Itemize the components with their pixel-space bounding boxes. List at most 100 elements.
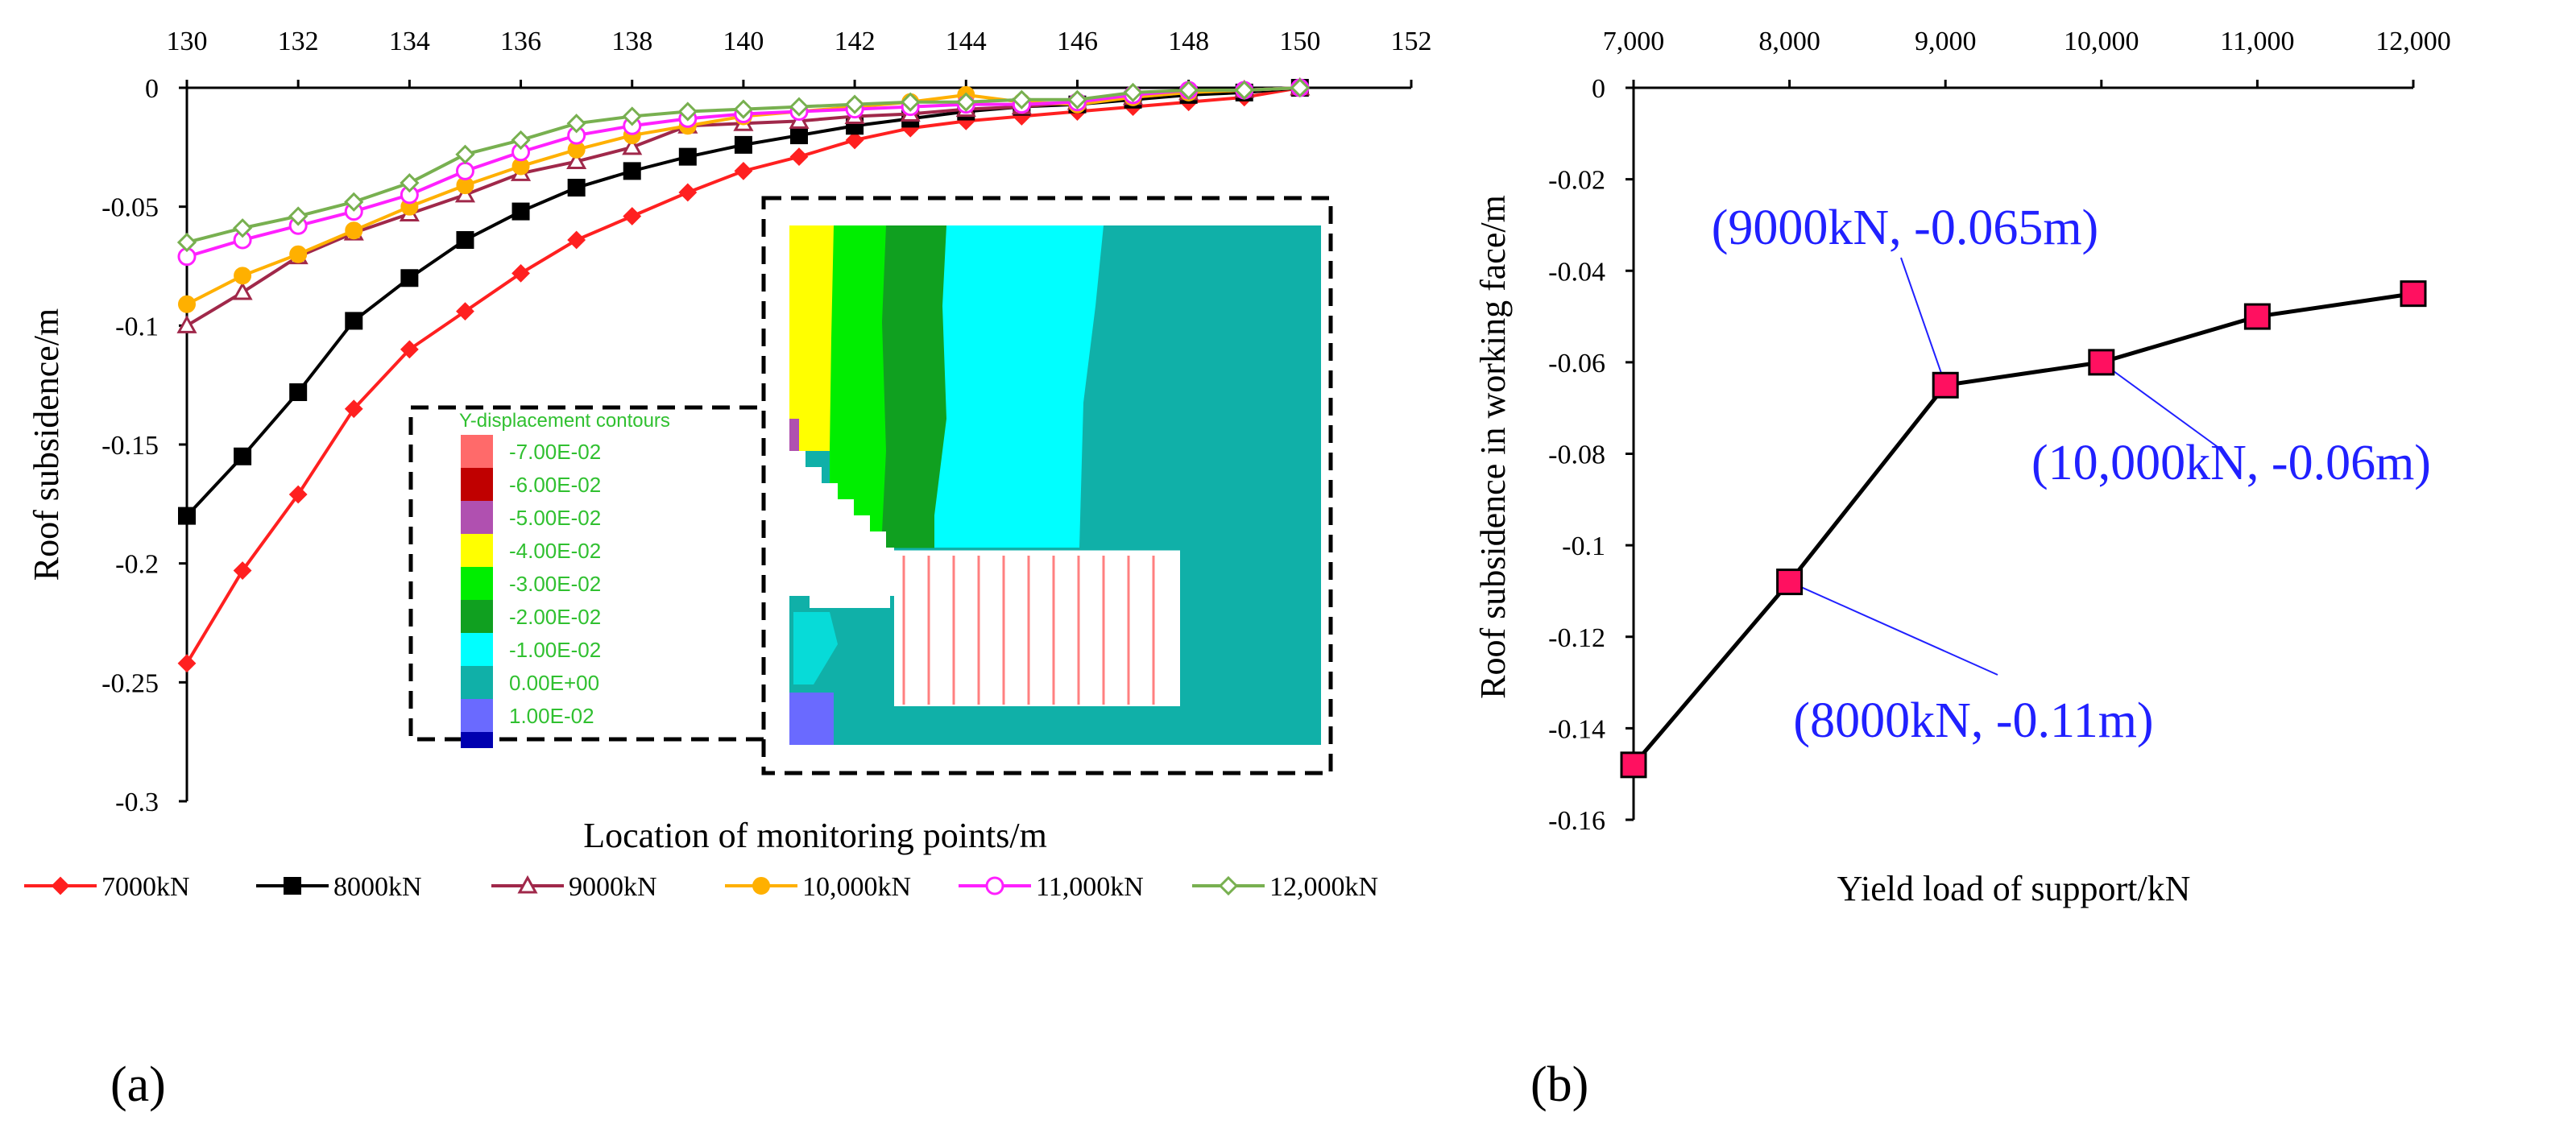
- data-point-a: [1123, 82, 1143, 103]
- y-tick-label-b: -0.04: [1548, 257, 1605, 287]
- x-tick-label-a: 152: [1391, 27, 1432, 56]
- gob-cyan-zone: [793, 612, 838, 684]
- x-tick-label-a: 144: [946, 27, 987, 56]
- data-point-a: [566, 151, 587, 170]
- legend-item-a: 9000kN: [491, 872, 657, 902]
- data-point-a: [455, 144, 475, 164]
- annotation-label: (8000kN, -0.11m): [1793, 693, 2153, 748]
- contour-label: -4.00E-02: [509, 539, 601, 563]
- contour-green-zone: [830, 225, 886, 531]
- data-point-a: [844, 94, 865, 114]
- data-point-a: [234, 267, 252, 285]
- legend-marker-a: [985, 876, 1004, 895]
- contour-swatch: [461, 435, 493, 468]
- legend-item-a: 8000kN: [256, 872, 422, 902]
- contour-swatch: [461, 468, 493, 501]
- y-tick-label-b: -0.14: [1548, 714, 1605, 744]
- contour-cyan-zone: [934, 225, 1104, 548]
- y-tick-label-b: -0.02: [1548, 166, 1605, 196]
- data-point-a: [567, 179, 586, 197]
- data-point-a: [567, 230, 586, 250]
- y-tick-label-b: 0: [1592, 74, 1605, 104]
- x-axis-title-a: Location of monitoring points/m: [583, 816, 1047, 855]
- y-tick-label-a: -0.1: [115, 312, 159, 341]
- data-point-a: [623, 162, 641, 180]
- contour-swatch: [461, 633, 493, 666]
- y-tick-label-b: -0.1: [1562, 531, 1605, 561]
- data-point-a: [289, 245, 308, 263]
- contour-swatch: [461, 600, 493, 633]
- x-tick-label-a: 140: [723, 27, 764, 56]
- legend-item-a: 7000kN: [24, 872, 190, 902]
- data-point-b: [2243, 303, 2271, 330]
- annotation-b: (8000kN, -0.11m): [1789, 581, 2154, 748]
- data-point-a: [622, 106, 642, 126]
- data-point-a: [511, 202, 530, 221]
- contour-legend: -7.00E-02 -6.00E-02 -5.00E-02 -4.00E-02 -3.0…: [461, 435, 601, 748]
- data-point-a: [790, 126, 808, 145]
- gob-white-band: [810, 596, 890, 608]
- x-tick-label-a: 134: [389, 27, 430, 56]
- data-point-a: [622, 136, 643, 155]
- data-point-a: [345, 221, 363, 240]
- contour-swatch: [461, 732, 493, 748]
- data-point-a: [456, 302, 474, 321]
- data-point-b: [1620, 751, 1647, 779]
- data-point-a: [1178, 80, 1199, 101]
- legend-label-a: 11,000kN: [1036, 872, 1144, 902]
- data-point-a: [1067, 89, 1087, 110]
- data-point-a: [400, 269, 419, 287]
- inset-contour-model: -7.00E-02 -6.00E-02 -5.00E-02 -4.00E-02 -3.0…: [408, 196, 1333, 775]
- annotation-b: (10,000kN, -0.06m): [2031, 362, 2431, 490]
- y-tick-label-b: -0.08: [1548, 440, 1605, 470]
- legend-label-a: 9000kN: [569, 872, 657, 902]
- data-point-a: [901, 92, 921, 112]
- data-point-a: [234, 447, 252, 465]
- data-point-a: [677, 101, 698, 122]
- annotation-leader-line: [1789, 581, 1998, 676]
- data-point-a: [289, 383, 308, 402]
- chart-a: -7.00E-02 -6.00E-02 -5.00E-02 -4.00E-02 -3.0…: [24, 27, 1432, 902]
- data-point-a: [177, 654, 197, 673]
- excavation-steps: [789, 451, 894, 596]
- contour-legend-title: Y-displacement contours: [459, 410, 670, 432]
- y-axis-title-a: Roof subsidence/m: [27, 308, 66, 581]
- contour-dark-green-zone: [882, 225, 946, 552]
- legend-marker-a: [752, 877, 770, 895]
- contour-label: -3.00E-02: [509, 572, 601, 596]
- data-point-a: [1290, 77, 1310, 98]
- data-point-a: [232, 218, 253, 238]
- annotation-leader-line: [2101, 362, 2224, 452]
- contour-swatch: [461, 666, 493, 699]
- data-point-a: [344, 399, 363, 419]
- y-tick-label-a: -0.05: [101, 193, 159, 223]
- data-point-a: [733, 99, 754, 119]
- data-point-a: [623, 207, 642, 225]
- data-point-b: [2400, 280, 2427, 308]
- annotation-label: (9000kN, -0.065m): [1712, 201, 2098, 255]
- data-point-a: [233, 561, 252, 580]
- legend-label-a: 8000kN: [333, 872, 422, 902]
- data-point-a: [176, 232, 197, 253]
- data-point-a: [789, 147, 809, 167]
- contour-label: 0.00E+00: [509, 671, 599, 695]
- panel-label-b: (b): [1530, 1057, 1588, 1112]
- data-point-a: [956, 92, 976, 112]
- data-point-a: [288, 485, 308, 504]
- legend-label-a: 7000kN: [101, 872, 190, 902]
- legend-item-a: 11,000kN: [959, 872, 1144, 902]
- legend-label-a: 10,000kN: [802, 872, 911, 902]
- contour-purple-zone: [789, 419, 799, 451]
- x-axis-title-b: Yield load of support/kN: [1837, 869, 2191, 908]
- y-tick-label-a: -0.25: [101, 668, 159, 698]
- data-point-a: [400, 173, 420, 193]
- data-point-a: [789, 97, 810, 117]
- contour-label: -1.00E-02: [509, 638, 601, 662]
- legend-marker-a: [517, 875, 538, 894]
- chart-b: 7,000 8,000 9,000 10,000 11,000 12,000 0 -0.02 -…: [1473, 27, 2451, 908]
- x-tick-label-a: 130: [167, 27, 208, 56]
- data-point-a: [1234, 80, 1254, 101]
- y-axis-title-b: Roof subsidence in working face/m: [1473, 195, 1513, 699]
- x-tick-label-b: 11,000: [2220, 27, 2294, 56]
